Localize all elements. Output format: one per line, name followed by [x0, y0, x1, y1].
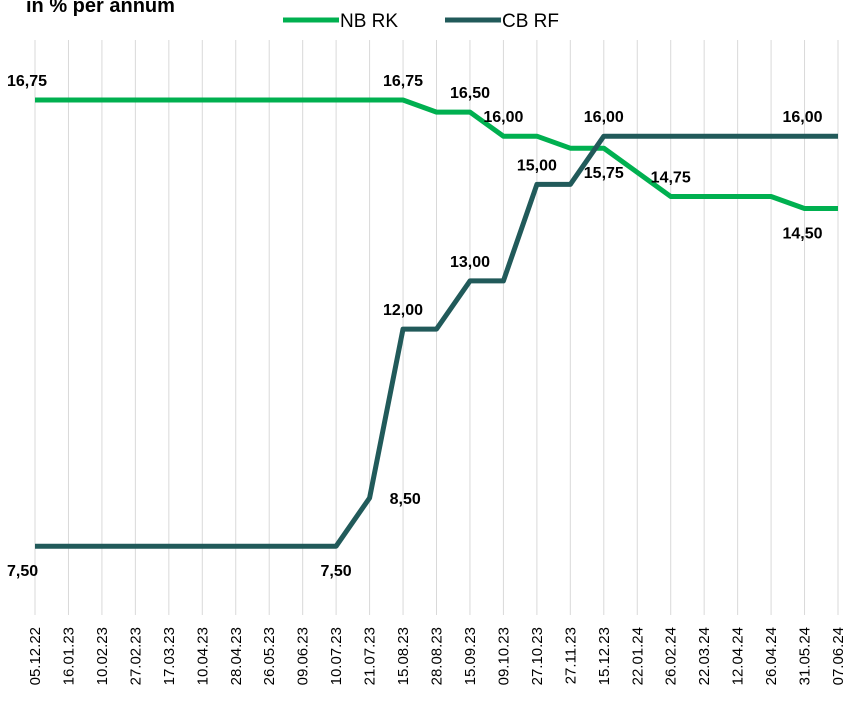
- data-label: 16,00: [483, 109, 523, 126]
- x-tick-label: 28.08.23: [429, 627, 446, 685]
- x-tick-label: 10.04.23: [194, 627, 211, 685]
- x-tick-label: 22.03.24: [696, 627, 713, 685]
- x-tick-label: 09.06.23: [295, 627, 312, 685]
- data-label: 7,50: [321, 563, 352, 580]
- x-tick-label: 10.02.23: [94, 627, 111, 685]
- x-tick-label: 16.01.23: [61, 627, 78, 685]
- x-tick-label: 07.06.24: [830, 627, 847, 685]
- data-label: 15,00: [517, 157, 557, 174]
- x-tick-label: 26.05.23: [261, 627, 278, 685]
- x-tick-label: 21.07.23: [362, 627, 379, 685]
- x-tick-label: 05.12.22: [27, 627, 44, 685]
- x-tick-label: 22.01.24: [629, 627, 646, 685]
- x-tick-label: 12.04.24: [730, 627, 747, 685]
- x-tick-label: 26.02.24: [663, 627, 680, 685]
- data-label: 16,75: [383, 73, 423, 90]
- legend: NB RK CB RF: [283, 11, 559, 32]
- x-tick-label: 28.04.23: [228, 627, 245, 685]
- data-label: 8,50: [390, 491, 421, 508]
- data-label: 15,75: [584, 165, 624, 182]
- x-tick-label: 09.10.23: [495, 627, 512, 685]
- series-line-0: [35, 97, 838, 211]
- data-label: 7,50: [7, 563, 38, 580]
- legend-label-1: CB RF: [502, 11, 559, 32]
- x-tick-label: 26.04.24: [763, 627, 780, 685]
- data-label: 16,50: [450, 85, 490, 102]
- x-tick-label: 10.07.23: [328, 627, 345, 685]
- x-tick-label: 15.09.23: [462, 627, 479, 685]
- x-tick-label: 31.05.24: [797, 627, 814, 685]
- data-label: 16,75: [7, 73, 47, 90]
- x-tick-label: 27.02.23: [127, 627, 144, 685]
- x-tick-label: 27.11.23: [562, 627, 579, 684]
- legend-label-0: NB RK: [340, 11, 398, 32]
- data-label: 13,00: [450, 254, 490, 271]
- data-label: 16,00: [782, 109, 822, 126]
- data-label: 14,50: [782, 226, 822, 243]
- data-label: 16,00: [584, 109, 624, 126]
- data-label: 14,75: [651, 170, 691, 187]
- chart-title: in % per annum: [26, 0, 175, 17]
- x-tick-label: 17.03.23: [161, 627, 178, 685]
- series-line-1: [35, 133, 838, 549]
- x-tick-label: 27.10.23: [529, 627, 546, 685]
- x-tick-label: 15.12.23: [596, 627, 613, 685]
- data-labels: 16,75 16,75 16,50 16,00 15,75 14,75 14,50 7,50 7…: [7, 73, 823, 580]
- series-lines: [35, 97, 838, 549]
- data-label: 12,00: [383, 302, 423, 319]
- x-axis-ticks: 05.12.22 16.01.23 10.02.23 27.02.23 17.03.23…: [27, 627, 847, 685]
- x-tick-label: 15.08.23: [395, 627, 412, 685]
